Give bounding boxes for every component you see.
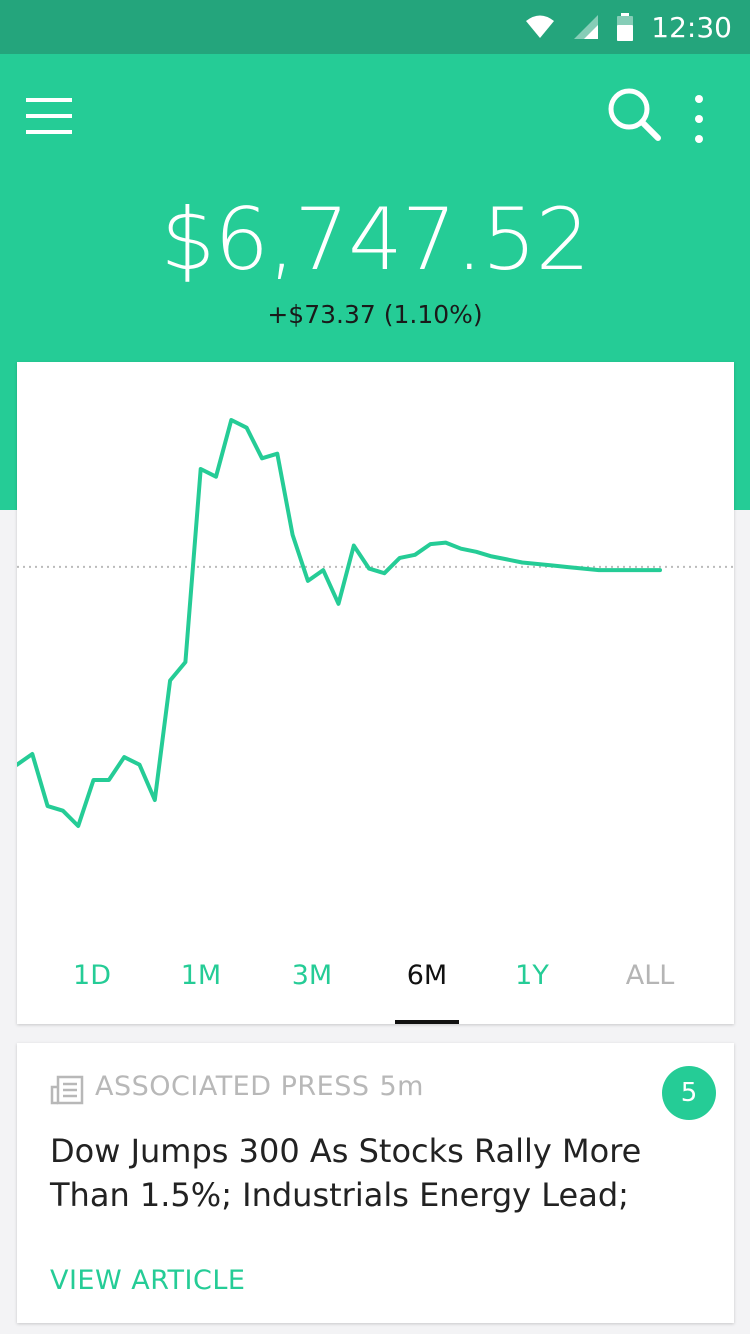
news-age: 5m [379, 1071, 424, 1102]
range-tab-label: 6M [406, 960, 448, 991]
news-source-name: ASSOCIATED PRESS [95, 1071, 370, 1102]
portfolio-value: $6,747.52 [160, 190, 591, 290]
news-headline[interactable]: Dow Jumps 300 As Stocks Rally More Than … [50, 1132, 642, 1214]
portfolio-change: +$73.37 (1.10%) [267, 300, 483, 329]
range-tab-6m[interactable]: 6M [377, 940, 477, 1024]
range-tab-3m[interactable]: 3M [262, 940, 362, 1024]
battery-icon [617, 13, 634, 41]
range-tab-label: ALL [625, 960, 675, 991]
range-tab-label: 1D [73, 960, 111, 991]
portfolio-line-chart[interactable] [17, 362, 734, 952]
wifi-icon [526, 15, 555, 38]
status-icons: 12:30 [525, 0, 732, 54]
range-tabs: 1D 1M 3M 6M 1Y ALL [0, 940, 750, 1024]
status-time: 12:30 [651, 10, 732, 44]
news-card[interactable]: ASSOCIATED PRESS 5m 5 Dow Jumps 300 As St… [17, 1043, 734, 1323]
newspaper-icon [50, 1075, 84, 1105]
view-article-link[interactable]: VIEW ARTICLE [50, 1265, 246, 1296]
range-tab-label: 3M [291, 960, 333, 991]
news-source: ASSOCIATED PRESS 5m [95, 1071, 424, 1102]
range-tab-all[interactable]: ALL [600, 940, 700, 1024]
search-icon[interactable] [606, 86, 662, 142]
range-tab-label: 1Y [515, 960, 549, 991]
status-bar: 12:30 [0, 0, 750, 54]
range-tab-1d[interactable]: 1D [42, 940, 142, 1024]
range-tab-1y[interactable]: 1Y [482, 940, 582, 1024]
range-tab-label: 1M [180, 960, 222, 991]
portfolio-series-line [17, 418, 662, 828]
menu-icon[interactable] [26, 96, 72, 136]
active-tab-indicator [395, 1020, 459, 1024]
more-vertical-icon[interactable] [684, 94, 714, 144]
signal-icon [574, 15, 599, 39]
portfolio-chart-card [17, 362, 734, 1024]
range-tab-1m[interactable]: 1M [151, 940, 251, 1024]
news-count-badge[interactable]: 5 [662, 1066, 716, 1120]
